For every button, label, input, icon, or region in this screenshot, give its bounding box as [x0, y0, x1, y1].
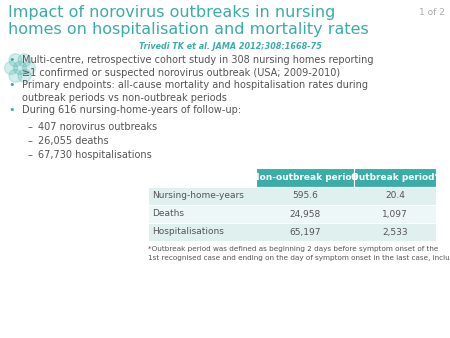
Bar [256, 168, 354, 187]
Bar [148, 205, 436, 223]
Circle shape [14, 62, 27, 74]
Text: Non-outbreak period: Non-outbreak period [252, 173, 358, 182]
Circle shape [9, 54, 22, 67]
Text: 26,055 deaths: 26,055 deaths [38, 136, 108, 146]
Text: Primary endpoints: all-cause mortality and hospitalisation rates during
outbreak: Primary endpoints: all-cause mortality a… [22, 80, 368, 103]
Text: –: – [28, 122, 33, 132]
Bar [148, 223, 436, 241]
Text: Deaths: Deaths [152, 210, 184, 218]
Text: •: • [8, 55, 14, 65]
Text: 2,533: 2,533 [382, 227, 408, 237]
Text: 24,958: 24,958 [289, 210, 320, 218]
Text: •: • [8, 105, 14, 115]
Text: –: – [28, 136, 33, 146]
Text: During 616 nursing-home-years of follow-up:: During 616 nursing-home-years of follow-… [22, 105, 241, 115]
Bar [148, 187, 436, 205]
Text: 407 norovirus outbreaks: 407 norovirus outbreaks [38, 122, 157, 132]
Text: Nursing-home-years: Nursing-home-years [152, 192, 244, 200]
Text: 1 of 2: 1 of 2 [419, 8, 445, 17]
Text: 67,730 hospitalisations: 67,730 hospitalisations [38, 150, 152, 160]
Text: –: – [28, 150, 33, 160]
Circle shape [18, 54, 31, 67]
Text: Hospitalisations: Hospitalisations [152, 227, 224, 237]
Circle shape [9, 69, 22, 82]
Text: *Outbreak period was defined as beginning 2 days before symptom onset of the: *Outbreak period was defined as beginnin… [148, 246, 438, 252]
Text: 20.4: 20.4 [385, 192, 405, 200]
Circle shape [4, 62, 18, 74]
Text: Outbreak period*: Outbreak period* [351, 173, 439, 182]
Circle shape [22, 62, 36, 74]
Circle shape [18, 69, 31, 82]
Text: •: • [8, 80, 14, 90]
Text: 595.6: 595.6 [292, 192, 318, 200]
Text: 1,097: 1,097 [382, 210, 408, 218]
Text: Impact of norovirus outbreaks in nursing: Impact of norovirus outbreaks in nursing [8, 5, 335, 20]
Text: homes on hospitalisation and mortality rates: homes on hospitalisation and mortality r… [8, 22, 369, 37]
Text: 65,197: 65,197 [289, 227, 321, 237]
Bar [354, 168, 436, 187]
Text: 1st recognised case and ending on the day of symptom onset in the last case, inc: 1st recognised case and ending on the da… [148, 255, 450, 261]
Text: Trivedi TK et al. JAMA 2012;308:1668-75: Trivedi TK et al. JAMA 2012;308:1668-75 [139, 42, 321, 51]
Text: Multi-centre, retrospective cohort study in 308 nursing homes reporting
≥1 confi: Multi-centre, retrospective cohort study… [22, 55, 374, 78]
